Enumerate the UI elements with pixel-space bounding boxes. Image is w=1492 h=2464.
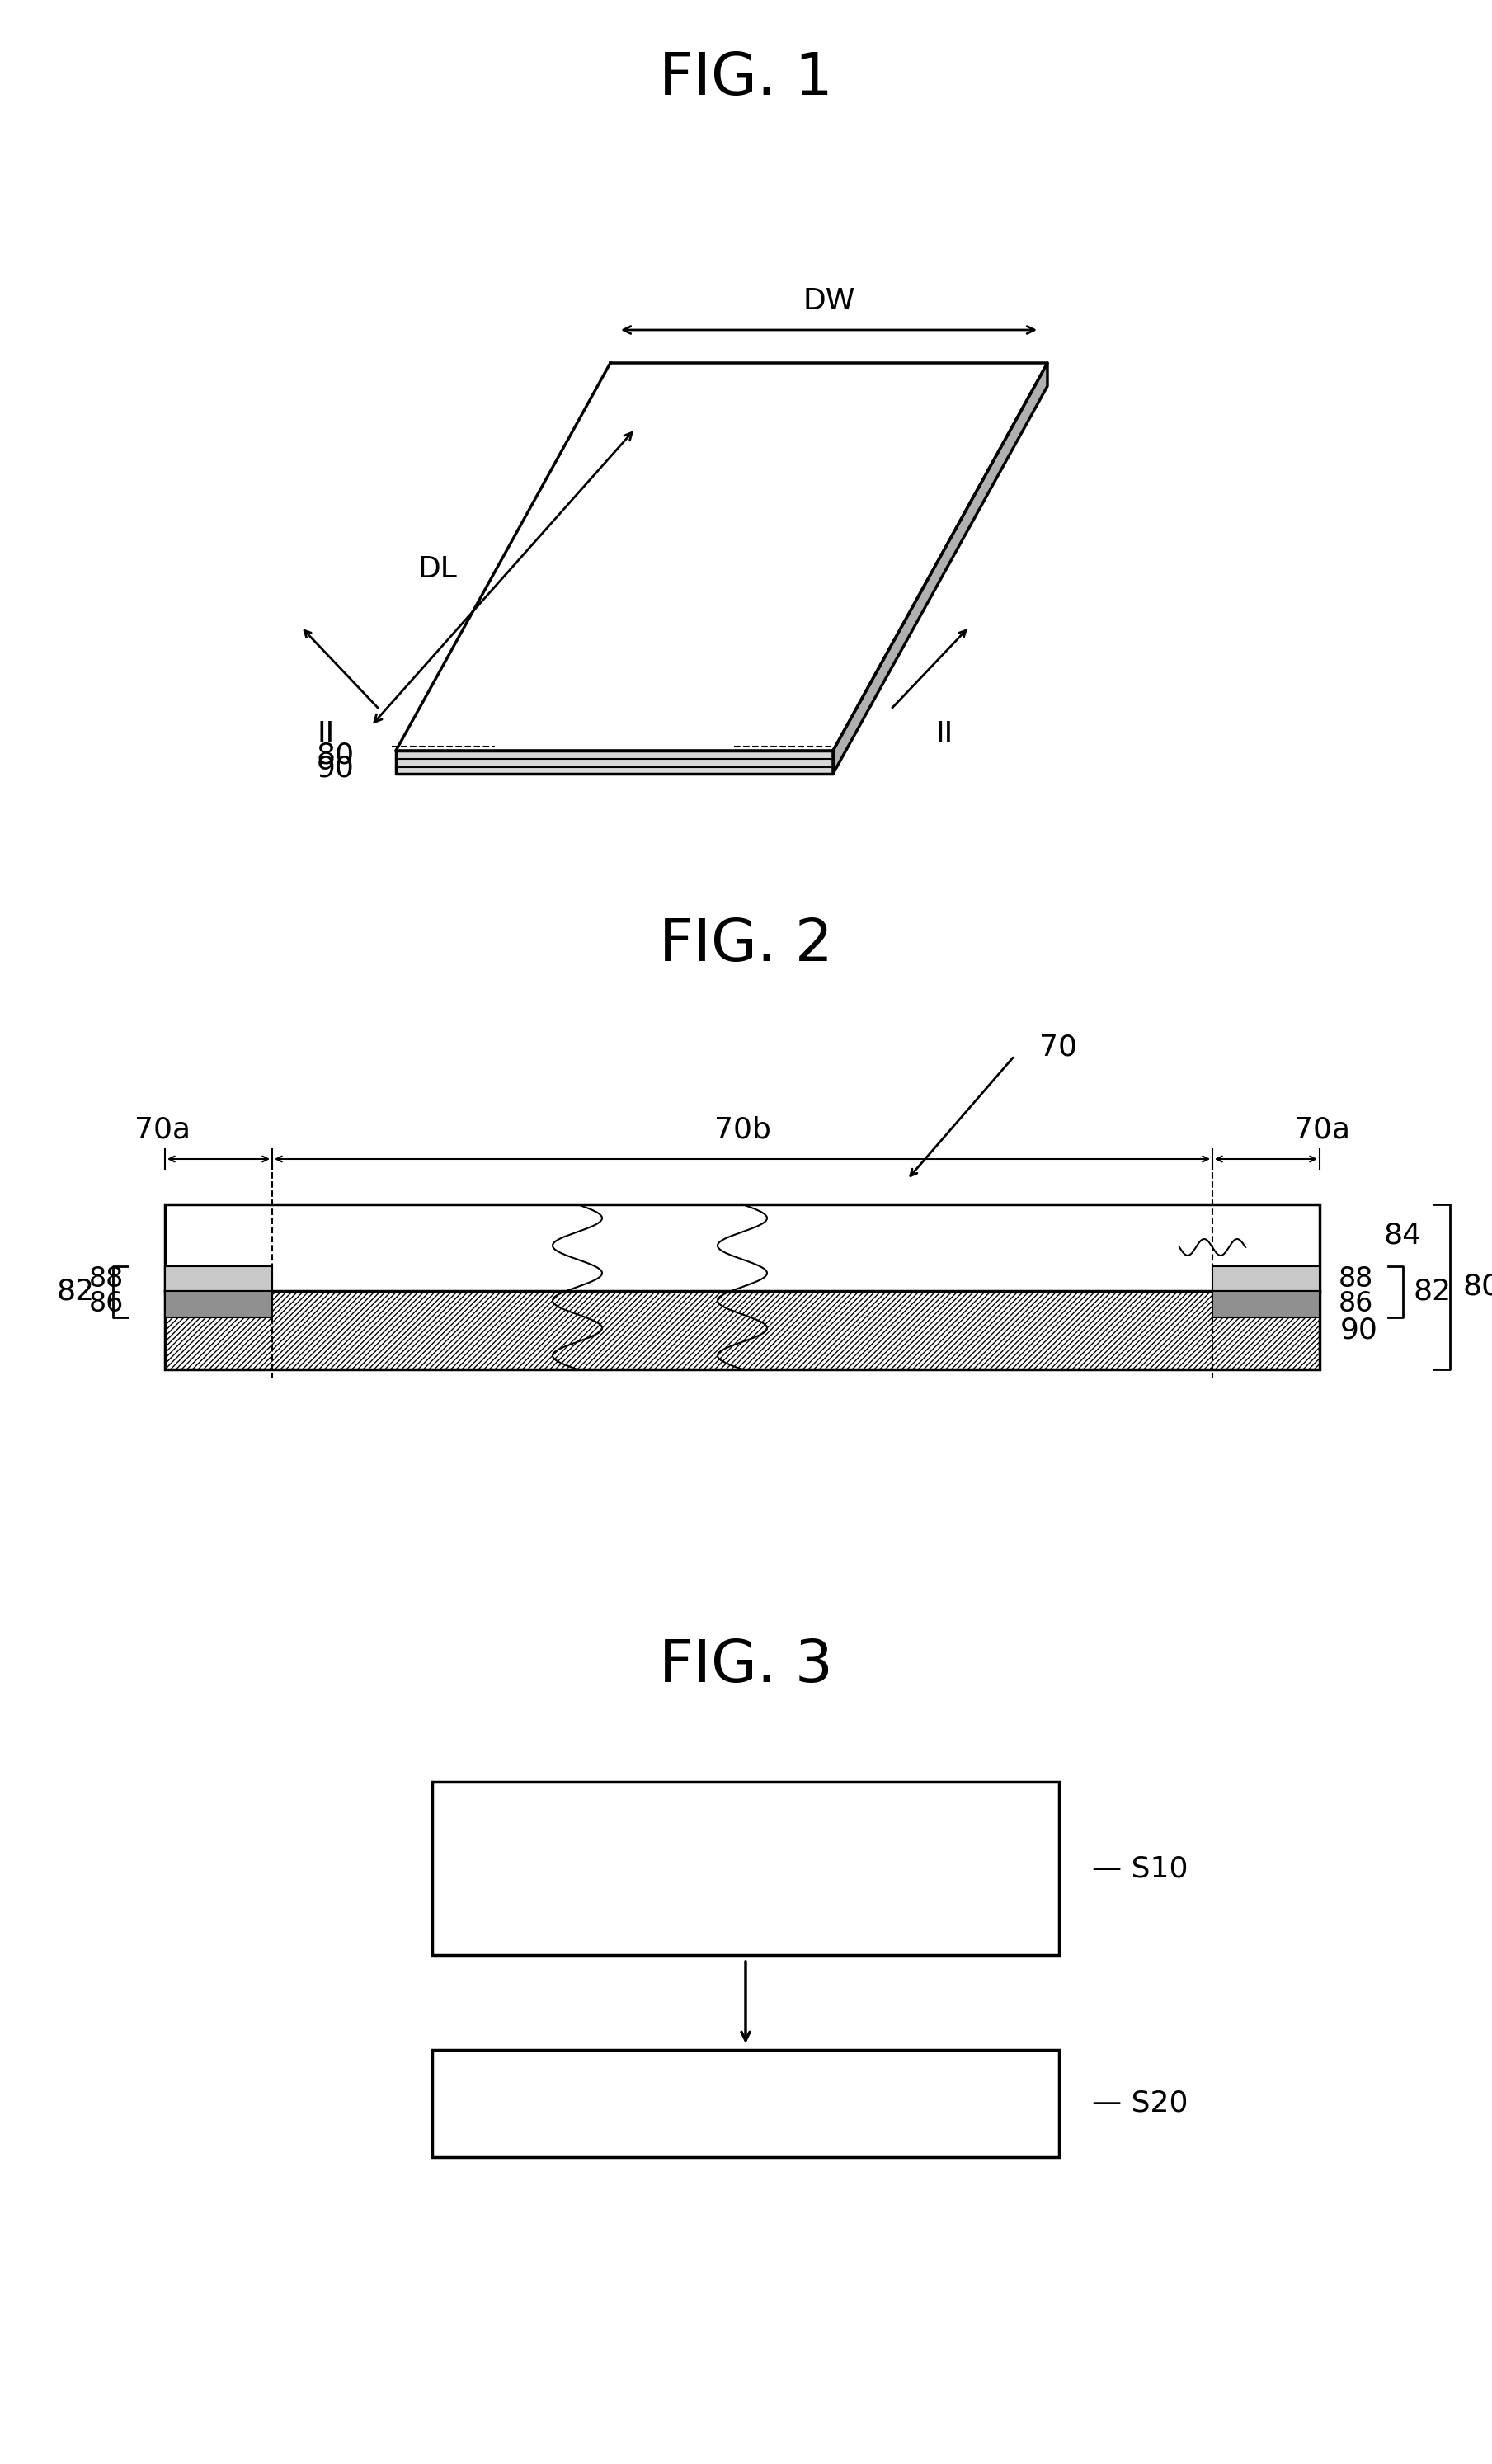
Text: 86: 86 — [1338, 1291, 1374, 1318]
Text: 88: 88 — [1338, 1264, 1374, 1291]
Text: 80: 80 — [316, 742, 355, 769]
Bar — [1213, 1266, 1319, 1291]
Polygon shape — [395, 362, 1047, 752]
Text: 70: 70 — [1040, 1032, 1077, 1062]
Bar — [1213, 1291, 1319, 1318]
Text: — S20: — S20 — [1092, 2089, 1188, 2117]
Text: 82: 82 — [57, 1279, 95, 1306]
Text: FIG. 2: FIG. 2 — [658, 917, 833, 973]
Text: DW: DW — [803, 288, 855, 315]
Bar — [166, 1291, 272, 1318]
Text: DL: DL — [418, 554, 457, 584]
Polygon shape — [833, 362, 1047, 774]
Text: 82: 82 — [1413, 1279, 1450, 1306]
Text: 90: 90 — [1340, 1316, 1379, 1345]
Bar — [166, 1205, 1319, 1291]
Text: 84: 84 — [1385, 1222, 1422, 1249]
Bar — [433, 1781, 1059, 1954]
Text: — S10: — S10 — [1092, 1855, 1188, 1882]
Polygon shape — [395, 752, 833, 774]
Text: 70a: 70a — [1294, 1116, 1350, 1143]
Text: 80: 80 — [1462, 1274, 1492, 1301]
Text: HEATING PROCESS: HEATING PROCESS — [627, 2092, 864, 2117]
Text: FIG. 3: FIG. 3 — [658, 1639, 833, 1695]
Text: 70b: 70b — [713, 1116, 771, 1143]
Text: II: II — [935, 719, 953, 749]
Bar — [166, 1266, 272, 1291]
Bar — [433, 2050, 1059, 2156]
Text: 70a: 70a — [134, 1116, 191, 1143]
Text: 86: 86 — [88, 1291, 124, 1318]
Text: II: II — [316, 719, 334, 749]
Text: 90: 90 — [316, 754, 355, 784]
Text: 88: 88 — [90, 1264, 124, 1291]
Text: HEAT RESISTANCE LAYER
FORMATION COMPOSITION
APPLYING PROCESS: HEAT RESISTANCE LAYER FORMATION COMPOSIT… — [577, 1818, 915, 1919]
Bar — [166, 1291, 1319, 1370]
Text: FIG. 1: FIG. 1 — [658, 49, 833, 106]
